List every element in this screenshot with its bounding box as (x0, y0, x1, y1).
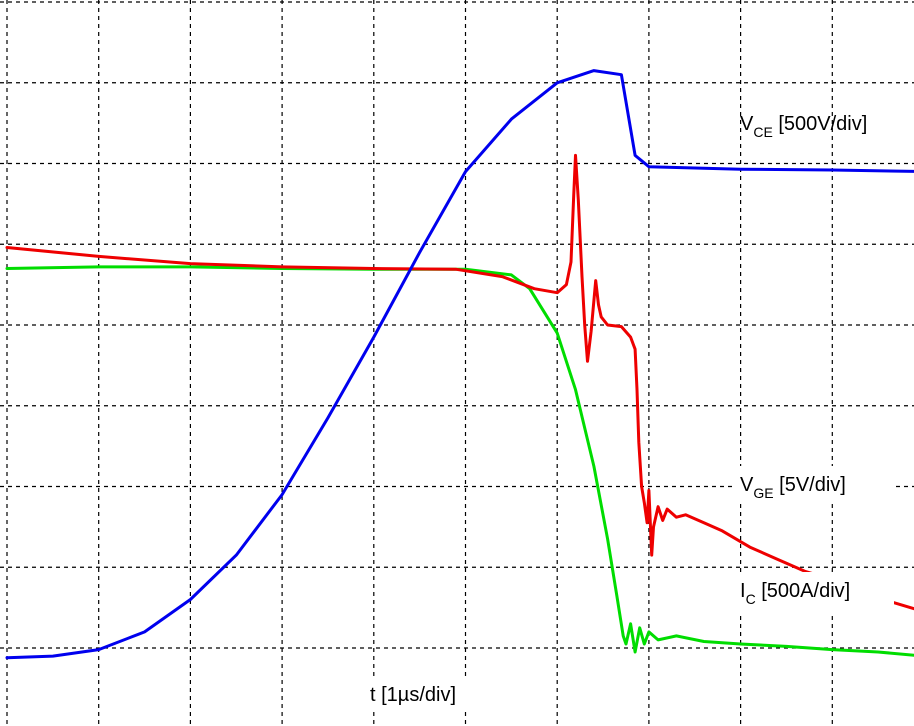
vge-label: VGE [5V/div] (740, 474, 846, 501)
waveform-traces (5, 69, 914, 660)
ic-label-main: I (740, 580, 746, 602)
vce-label-rest: [500V/div] (773, 113, 868, 135)
vge-label-rest: [5V/div] (774, 474, 846, 496)
ic-label-backdrop (736, 572, 894, 614)
vge-label-sub: GE (753, 485, 773, 501)
trace-vge (5, 153, 914, 611)
vge-label-main: V (740, 474, 754, 496)
trace-labels: VCE [500V/div] VGE [5V/div] IC [500A/div… (364, 113, 896, 708)
ic-label-sub: C (746, 591, 756, 607)
vge-label-backdrop (736, 466, 896, 504)
x-axis-label: t [1µs/div] (370, 684, 456, 706)
ic-label: IC [500A/div] (740, 580, 850, 607)
vce-label-sub: CE (753, 124, 772, 140)
ic-label-rest: [500A/div] (756, 580, 851, 602)
x-axis-label-backdrop (364, 678, 500, 708)
vce-label: VCE [500V/div] (740, 113, 867, 140)
trace-vce (5, 69, 914, 660)
vce-label-main: V (740, 113, 754, 135)
